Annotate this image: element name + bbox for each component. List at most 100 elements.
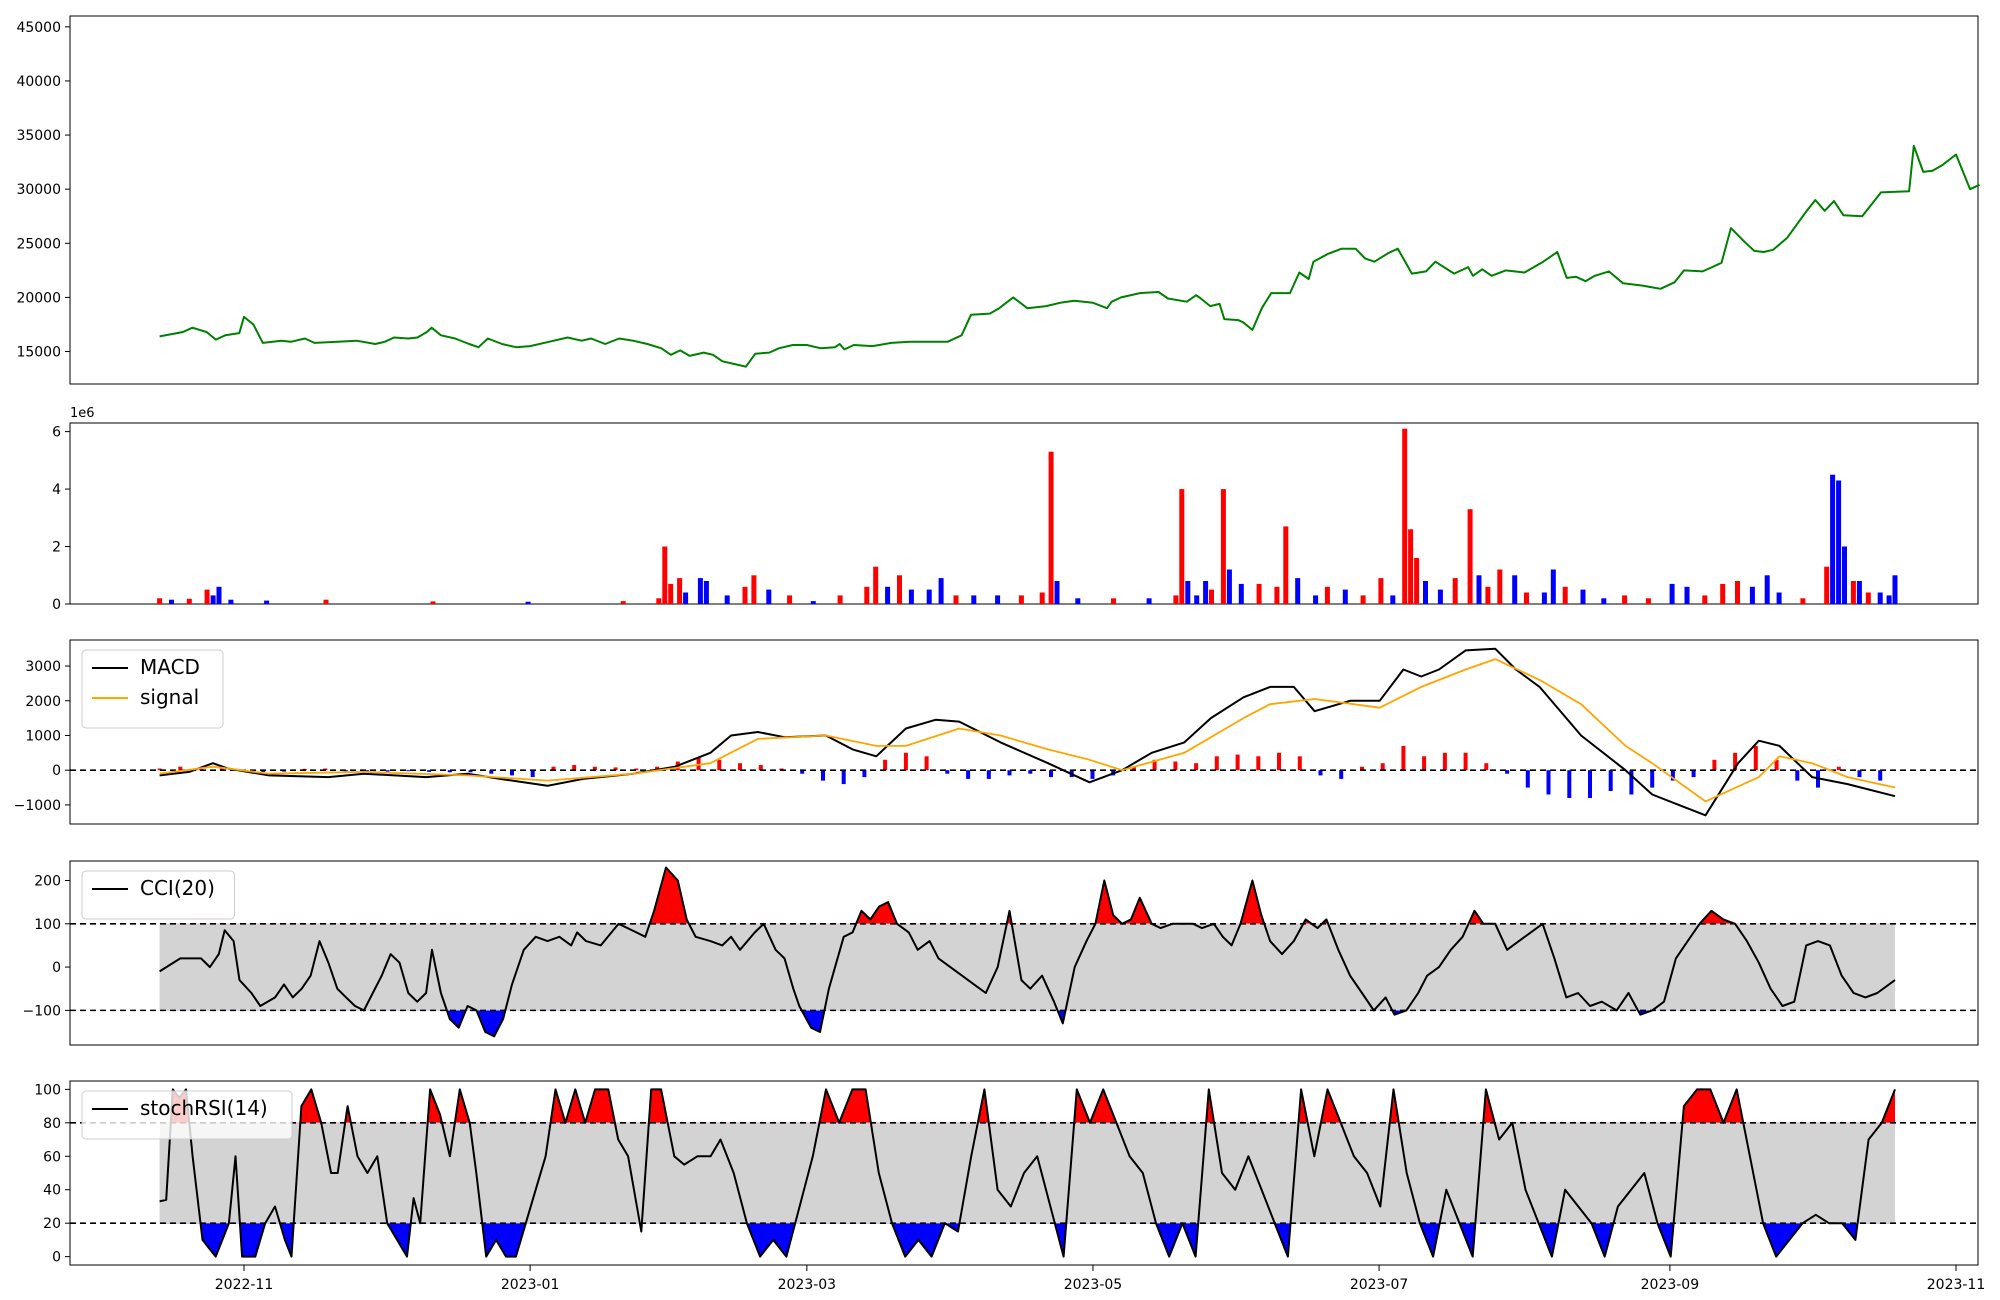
volume-bar (1402, 428, 1408, 604)
y-tick-label: 0 (52, 763, 61, 779)
legend-label: stochRSI(14) (140, 1096, 268, 1120)
macd-hist-bar (821, 770, 825, 781)
y-tick-label: 20 (43, 1216, 61, 1232)
macd-hist-bar (655, 766, 660, 771)
volume-bar (1238, 583, 1244, 604)
volume-bar (1856, 581, 1862, 604)
y-tick-label: 2 (52, 540, 61, 556)
macd-hist-bar (1857, 770, 1862, 778)
macd-frame (69, 639, 1979, 825)
volume-bar (1764, 575, 1770, 604)
volume-bar (742, 586, 748, 604)
volume-bar (1865, 592, 1871, 604)
volume-bar (677, 578, 683, 604)
volume-bar (1824, 566, 1830, 604)
volume-bar (1075, 598, 1081, 604)
volume-bar (908, 589, 914, 604)
y-tick-label: 0 (52, 1250, 61, 1266)
macd-series-signal (159, 658, 1896, 803)
macd-hist-bar (1733, 752, 1738, 771)
macd-hist-bar (717, 759, 722, 771)
macd-hist-bar (157, 768, 162, 771)
volume-bar (1226, 569, 1232, 604)
volume-bar (1179, 489, 1185, 604)
macd-hist-bar (1567, 770, 1572, 798)
volume-bar (210, 595, 216, 604)
volume-bar (186, 598, 192, 604)
volume-bar (1423, 581, 1428, 604)
y-tick-label: 15000 (16, 345, 61, 361)
macd-hist-bar (1878, 770, 1883, 781)
volume-bar (1039, 592, 1045, 604)
macd-hist-bar (489, 770, 494, 774)
volume-bar (1194, 595, 1200, 604)
stochrsi-band (159, 1122, 1896, 1224)
y-tick-label: 0 (52, 960, 61, 976)
macd-hist-bar (385, 770, 390, 772)
macd-hist-bar (1256, 756, 1261, 771)
macd-hist-bar (1131, 766, 1136, 771)
macd-hist-bar (1525, 770, 1530, 788)
volume-bar (1830, 474, 1836, 604)
volume-bar (1702, 595, 1708, 604)
macd-hist-bar (1152, 759, 1157, 771)
y-tick-label: 45000 (16, 20, 61, 36)
volume-bar (1684, 586, 1690, 604)
volume-bar (1378, 578, 1384, 604)
volume-bar (216, 586, 222, 604)
volume-bar (1645, 598, 1651, 604)
volume-bar (525, 601, 531, 604)
volume-bar (323, 599, 329, 604)
y-tick-label: 100 (34, 1082, 61, 1098)
macd-hist-bar (1090, 770, 1095, 779)
macd-hist-bar (406, 770, 411, 772)
volume-bar (1497, 569, 1503, 604)
macd-hist-bar (903, 752, 908, 771)
volume-bar (1313, 595, 1319, 604)
volume-bar (1776, 592, 1782, 604)
volume-bar (1541, 592, 1547, 604)
volume-bar (1283, 526, 1289, 604)
volume-bar (1146, 598, 1152, 604)
volume-bar (1452, 578, 1458, 604)
volume-bar (864, 586, 870, 604)
macd-hist-bar (1463, 752, 1468, 771)
volume-bar (724, 595, 730, 604)
y-tick-label: 2000 (25, 694, 61, 710)
legend-box (81, 649, 224, 729)
macd-hist-bar (1297, 756, 1302, 771)
volume-bar (697, 578, 703, 604)
stochrsi-y-axis: 0 20 40 60 80 100 (34, 1082, 70, 1266)
volume-bar (264, 600, 270, 604)
volume-bar (1408, 529, 1414, 604)
y-tick-label: 3000 (25, 659, 61, 675)
macd-hist-bar (1442, 752, 1447, 771)
volume-bar (751, 575, 757, 604)
volume-bar (1720, 583, 1726, 604)
volume-bar (157, 598, 163, 604)
volume-bar (873, 566, 879, 604)
volume-bar (1274, 586, 1280, 604)
volume-bar (1836, 480, 1842, 604)
legend-label: signal (140, 685, 199, 709)
volume-bar (1850, 581, 1856, 604)
macd-hist-bar (551, 766, 556, 771)
macd-hist-bar (883, 759, 888, 771)
volume-bar (1485, 586, 1491, 604)
volume-bar (1342, 589, 1348, 604)
volume-bar (1185, 581, 1191, 604)
macd-hist-bar (592, 766, 597, 771)
volume-bar (1048, 451, 1054, 604)
volume-bar (1877, 592, 1883, 604)
volume-multiplier: 1e6 (70, 406, 95, 421)
x-tick-label: 2023-01 (501, 1277, 560, 1293)
cci-y-axis: −100 0 100 200 (23, 873, 70, 1019)
macd-hist-bar (945, 770, 950, 774)
y-tick-label: −100 (23, 1003, 61, 1019)
macd-hist-bar (1401, 745, 1406, 771)
macd-hist-bar (468, 770, 473, 773)
macd-hist-bar (779, 768, 784, 771)
x-tick-label: 2023-03 (778, 1277, 837, 1293)
volume-bar (1601, 598, 1607, 604)
